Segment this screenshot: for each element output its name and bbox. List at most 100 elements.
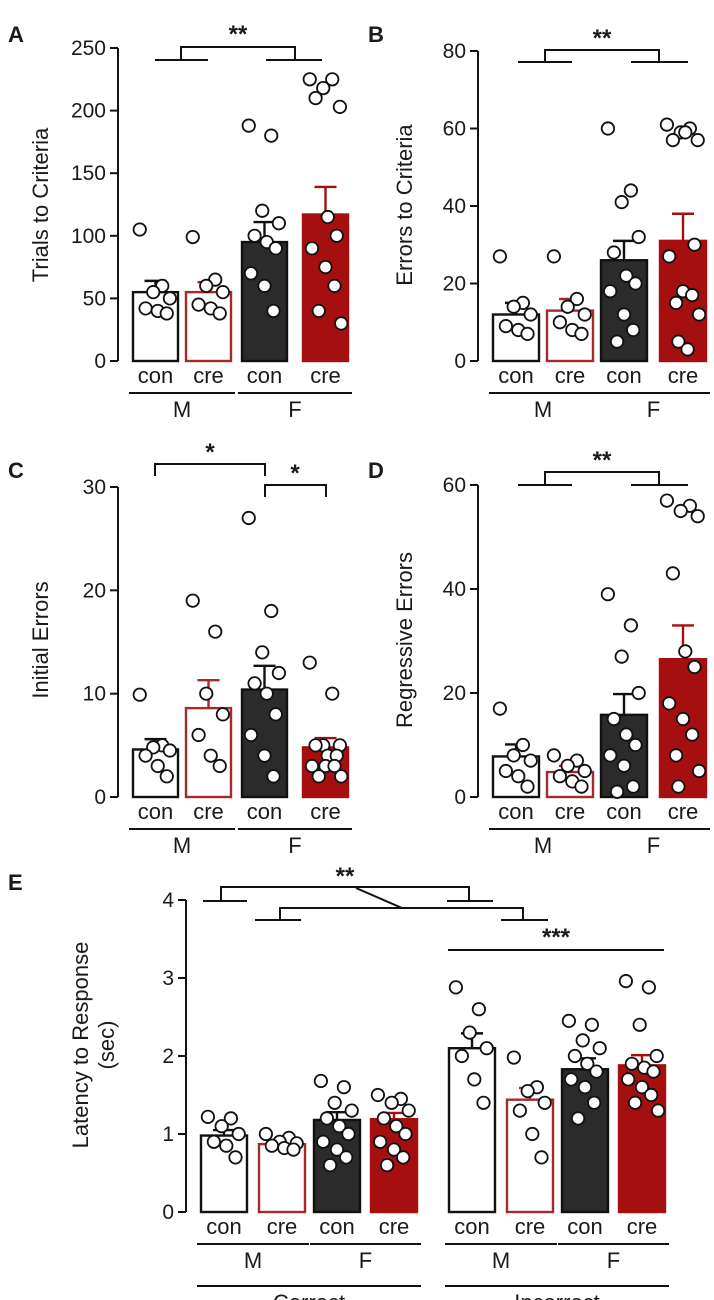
supergroup-label: Incorrect xyxy=(514,1290,600,1300)
data-point xyxy=(334,769,349,784)
data-point xyxy=(206,1134,221,1149)
data-point xyxy=(575,1033,590,1048)
data-point xyxy=(520,779,535,794)
category-label: cre xyxy=(668,363,699,388)
y-axis-label-units: (sec) xyxy=(94,1021,119,1070)
panel-letter: C xyxy=(8,458,24,483)
category-label: cre xyxy=(555,799,586,824)
significance-label: * xyxy=(290,460,300,487)
data-point xyxy=(325,686,340,701)
y-tick-label: 0 xyxy=(454,786,466,809)
data-point xyxy=(621,1072,636,1087)
data-point xyxy=(618,974,634,989)
data-point xyxy=(619,268,634,283)
data-point xyxy=(243,727,259,743)
data-point xyxy=(623,183,639,198)
significance-label: ** xyxy=(593,25,612,52)
data-point xyxy=(311,769,326,784)
data-point xyxy=(634,1080,650,1095)
y-tick-label: 60 xyxy=(443,474,466,497)
category-label: con xyxy=(206,1214,241,1239)
data-point xyxy=(619,727,634,742)
data-point xyxy=(662,696,677,711)
data-point xyxy=(266,769,281,784)
data-point xyxy=(574,326,589,341)
data-point xyxy=(255,645,270,660)
y-tick-label: 4 xyxy=(162,889,174,912)
data-point xyxy=(191,727,206,743)
y-tick-label: 250 xyxy=(71,37,106,60)
data-point xyxy=(316,80,331,96)
supergroup-label: Correct xyxy=(273,1290,345,1300)
data-point xyxy=(259,686,274,701)
y-axis-label: Trials to Criteria xyxy=(28,127,53,282)
data-point xyxy=(332,99,347,114)
category-label: cre xyxy=(515,1214,546,1239)
data-point xyxy=(212,758,227,774)
data-point xyxy=(506,299,521,314)
data-point xyxy=(506,1050,522,1065)
data-point xyxy=(609,334,625,349)
bar-con xyxy=(447,1046,497,1214)
data-point xyxy=(223,1111,238,1126)
data-point xyxy=(231,1126,246,1142)
bar-con xyxy=(240,240,289,363)
data-point xyxy=(668,748,684,763)
data-point xyxy=(668,295,684,310)
data-point xyxy=(523,753,538,768)
data-point xyxy=(185,229,200,245)
category-label: con xyxy=(138,799,173,824)
data-point xyxy=(600,121,616,136)
data-point xyxy=(219,1138,234,1153)
data-point xyxy=(215,285,230,300)
data-point xyxy=(616,758,632,773)
data-point xyxy=(396,1150,411,1165)
group-label: F xyxy=(359,1248,372,1273)
data-point xyxy=(471,1002,486,1017)
data-point xyxy=(398,1126,413,1142)
data-point xyxy=(376,1111,391,1126)
data-point xyxy=(587,1095,602,1110)
data-point xyxy=(322,1158,338,1173)
y-tick-label: 80 xyxy=(443,40,466,63)
data-point xyxy=(552,769,567,784)
data-point xyxy=(665,566,680,581)
data-point xyxy=(569,291,585,307)
data-point xyxy=(537,1095,552,1110)
data-point xyxy=(159,306,174,321)
category-label: con xyxy=(247,799,282,824)
data-point xyxy=(150,758,165,774)
data-point xyxy=(241,118,256,133)
y-tick-label: 1 xyxy=(162,1123,174,1146)
category-label: con xyxy=(319,1214,354,1239)
data-point xyxy=(520,326,535,341)
data-point xyxy=(687,237,702,252)
data-point xyxy=(389,1119,404,1134)
data-point xyxy=(675,711,691,727)
group-label: M xyxy=(173,397,191,422)
y-tick-label: 150 xyxy=(71,162,106,185)
data-point xyxy=(336,1080,351,1095)
category-label: con xyxy=(138,363,173,388)
data-point xyxy=(641,980,657,995)
data-point xyxy=(606,245,621,260)
data-point xyxy=(185,593,200,608)
data-point xyxy=(492,249,507,264)
data-point xyxy=(567,1048,582,1064)
data-point xyxy=(159,769,174,784)
y-tick-label: 20 xyxy=(83,579,106,602)
data-point xyxy=(302,72,317,87)
sig-bracket-main xyxy=(544,471,660,485)
category-label: cre xyxy=(379,1214,410,1239)
significance-label: ** xyxy=(593,447,612,474)
data-point xyxy=(257,278,272,293)
data-point xyxy=(673,503,688,519)
category-label: cre xyxy=(310,799,341,824)
sig-bracket-main xyxy=(180,46,296,60)
data-point xyxy=(344,1103,359,1118)
data-point xyxy=(678,125,693,140)
data-point xyxy=(626,322,641,338)
data-point xyxy=(329,228,344,243)
